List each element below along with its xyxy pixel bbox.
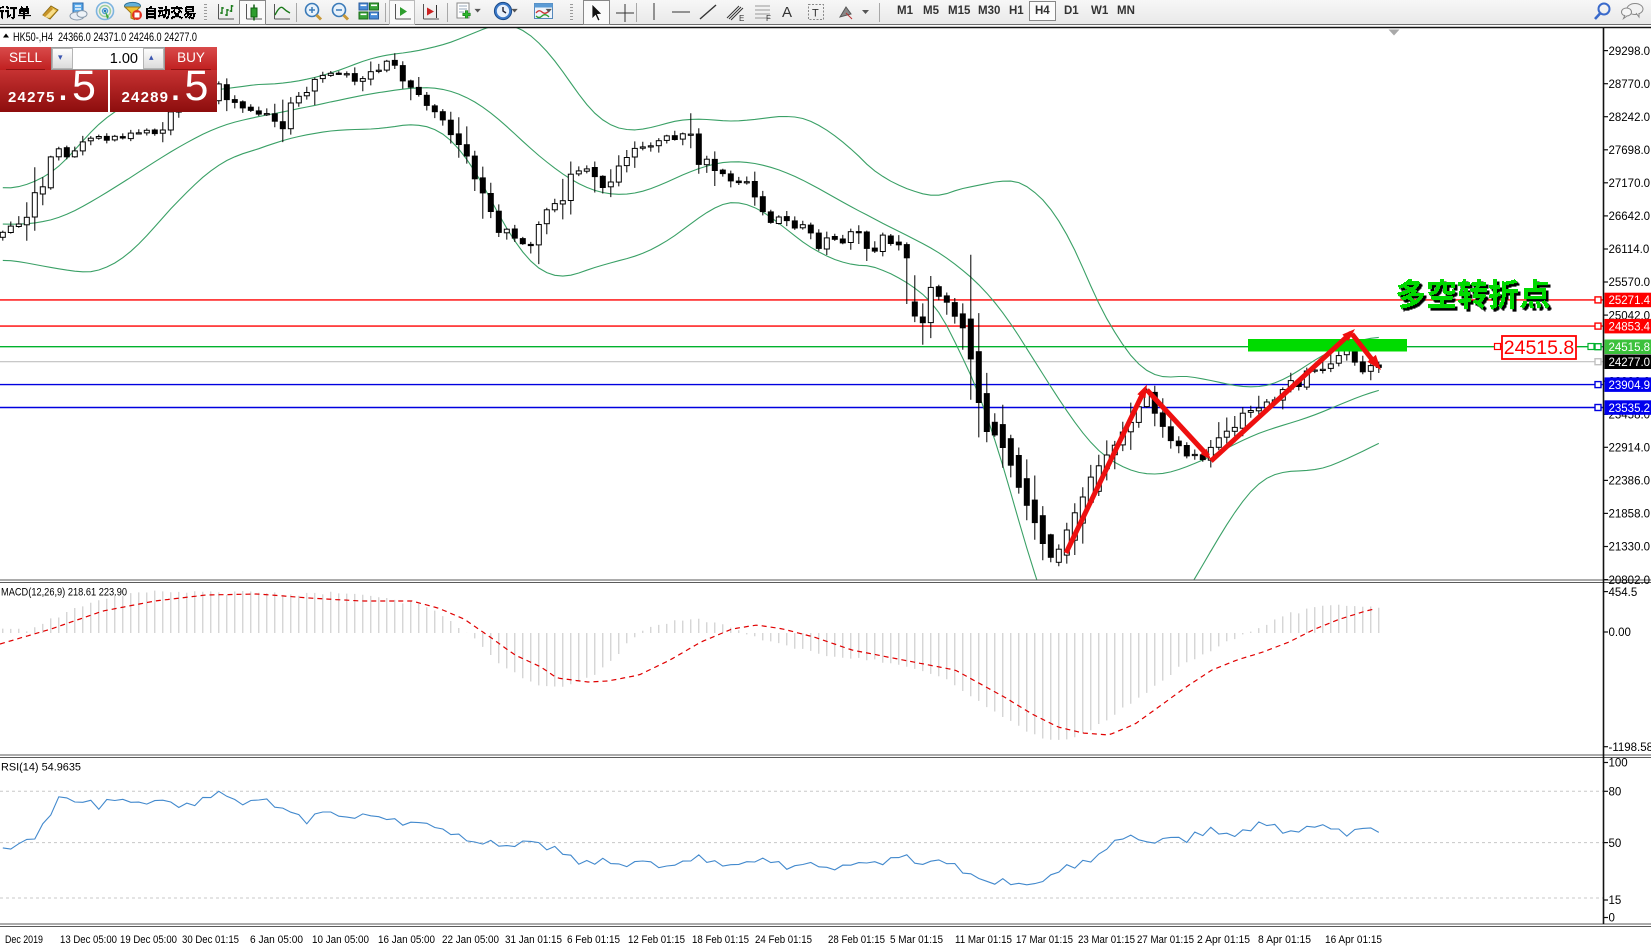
svg-text:13 Dec 05:00: 13 Dec 05:00 xyxy=(60,934,117,946)
svg-text:23904.9: 23904.9 xyxy=(1609,380,1651,392)
svg-text:28 Feb 01:15: 28 Feb 01:15 xyxy=(828,934,885,946)
svg-text:15: 15 xyxy=(1609,895,1622,907)
svg-text:26642.0: 26642.0 xyxy=(1609,211,1651,223)
svg-text:24277.0: 24277.0 xyxy=(1609,357,1651,369)
svg-text:24515.8: 24515.8 xyxy=(1609,342,1651,354)
svg-text:30 Dec 01:15: 30 Dec 01:15 xyxy=(182,934,239,946)
svg-text:50: 50 xyxy=(1609,838,1622,850)
svg-text:18 Feb 01:15: 18 Feb 01:15 xyxy=(692,934,749,946)
svg-text:29298.0: 29298.0 xyxy=(1609,46,1651,58)
svg-text:22386.0: 22386.0 xyxy=(1609,476,1651,488)
svg-text:24 Feb 01:15: 24 Feb 01:15 xyxy=(755,934,812,946)
svg-text:24515.8: 24515.8 xyxy=(1504,337,1575,359)
svg-text:19 Dec 05:00: 19 Dec 05:00 xyxy=(120,934,177,946)
svg-text:E: E xyxy=(739,14,744,23)
svg-text:8 Apr 01:15: 8 Apr 01:15 xyxy=(1258,934,1311,946)
svg-text:27170.0: 27170.0 xyxy=(1609,178,1651,190)
svg-text:MACD(12,26,9) 218.61 223.90: MACD(12,26,9) 218.61 223.90 xyxy=(1,587,127,599)
svg-text:24853.4: 24853.4 xyxy=(1609,321,1651,333)
svg-text:80: 80 xyxy=(1609,787,1622,799)
svg-text:6 Feb 01:15: 6 Feb 01:15 xyxy=(567,934,620,946)
svg-text:-1198.58: -1198.58 xyxy=(1609,742,1651,754)
svg-text:27 Mar 01:15: 27 Mar 01:15 xyxy=(1137,934,1194,946)
svg-text:5 Mar 01:15: 5 Mar 01:15 xyxy=(890,934,943,946)
svg-text:454.5: 454.5 xyxy=(1609,587,1638,599)
svg-text:F: F xyxy=(766,14,771,23)
svg-text:20802.0: 20802.0 xyxy=(1609,575,1651,587)
svg-text:HK50-,H4 24366.0 24371.0 2424: HK50-,H4 24366.0 24371.0 24246.0 24277.0 xyxy=(13,30,197,44)
svg-text:Dec 2019: Dec 2019 xyxy=(5,934,43,946)
svg-text:21330.0: 21330.0 xyxy=(1609,542,1651,554)
svg-text:31 Jan 01:15: 31 Jan 01:15 xyxy=(505,934,562,946)
svg-text:11 Mar 01:15: 11 Mar 01:15 xyxy=(955,934,1012,946)
svg-text:A: A xyxy=(782,4,792,21)
svg-text:0: 0 xyxy=(1609,913,1615,925)
svg-text:22914.0: 22914.0 xyxy=(1609,443,1651,455)
svg-text:27698.0: 27698.0 xyxy=(1609,145,1651,157)
svg-text:100: 100 xyxy=(1609,758,1628,770)
svg-text:6 Jan 05:00: 6 Jan 05:00 xyxy=(250,934,303,946)
svg-text:25271.4: 25271.4 xyxy=(1609,295,1651,307)
svg-text:23 Mar 01:15: 23 Mar 01:15 xyxy=(1078,934,1135,946)
svg-text:16 Apr 01:15: 16 Apr 01:15 xyxy=(1325,934,1382,946)
svg-text:23535.2: 23535.2 xyxy=(1609,403,1651,415)
svg-text:T: T xyxy=(812,8,819,20)
svg-text:28770.0: 28770.0 xyxy=(1609,79,1651,91)
svg-text:RSI(14) 54.9635: RSI(14) 54.9635 xyxy=(1,762,81,774)
svg-text:16 Jan 05:00: 16 Jan 05:00 xyxy=(378,934,435,946)
svg-text:0.00: 0.00 xyxy=(1609,627,1631,639)
svg-text:2 Apr 01:15: 2 Apr 01:15 xyxy=(1197,934,1250,946)
svg-text:10 Jan 05:00: 10 Jan 05:00 xyxy=(312,934,369,946)
svg-text:22 Jan 05:00: 22 Jan 05:00 xyxy=(442,934,499,946)
svg-text:12 Feb 01:15: 12 Feb 01:15 xyxy=(628,934,685,946)
svg-text:21858.0: 21858.0 xyxy=(1609,509,1651,521)
svg-text:28242.0: 28242.0 xyxy=(1609,112,1651,124)
svg-text:25570.0: 25570.0 xyxy=(1609,277,1651,289)
svg-text:17 Mar 01:15: 17 Mar 01:15 xyxy=(1016,934,1073,946)
svg-text:26114.0: 26114.0 xyxy=(1609,244,1650,256)
